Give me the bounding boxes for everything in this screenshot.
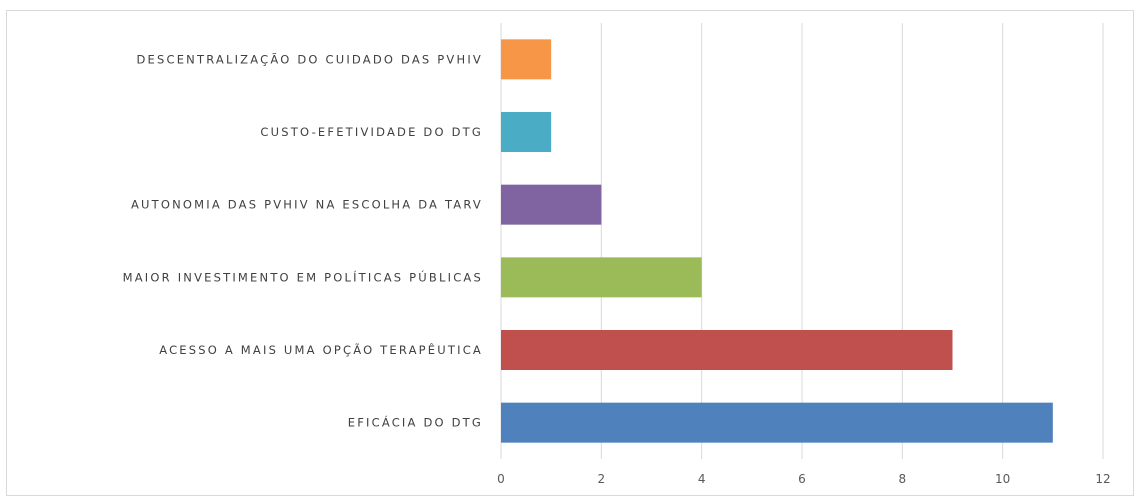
x-tick-label: 8 [899,472,907,486]
category-label: AUTONOMIA DAS PVHIV NA ESCOLHA DA TARV [131,198,483,212]
category-label: DESCENTRALIZAÇÃO DO CUIDADO DAS PVHIV [136,51,483,66]
chart-frame: EFICÁCIA DO DTG ACESSO A MAIS UMA OPÇÃO T… [6,10,1134,496]
bar [501,330,953,370]
x-tick-label: 12 [1095,472,1110,486]
gridlines [500,23,1104,459]
x-tick-label: 0 [497,472,505,486]
category-label: ACESSO A MAIS UMA OPÇÃO TERAPÊUTICA [159,342,483,357]
x-tick-labels: 0 2 4 6 8 10 12 [497,472,1110,486]
bar-chart: EFICÁCIA DO DTG ACESSO A MAIS UMA OPÇÃO T… [123,23,1111,486]
category-label: EFICÁCIA DO DTG [348,415,483,430]
bar [501,112,552,152]
bar [501,184,602,225]
bar [501,257,702,298]
x-tick-label: 2 [598,472,606,486]
x-tick-label: 6 [798,472,806,486]
category-label: CUSTO-EFETIVIDADE DO DTG [260,125,483,139]
bar [501,39,552,80]
x-tick-label: 10 [995,472,1010,486]
category-labels: EFICÁCIA DO DTG ACESSO A MAIS UMA OPÇÃO T… [123,51,483,430]
bars [501,39,1053,443]
bar [501,402,1053,443]
category-label: MAIOR INVESTIMENTO EM POLÍTICAS PÚBLICAS [123,269,483,284]
x-tick-label: 4 [698,472,706,486]
